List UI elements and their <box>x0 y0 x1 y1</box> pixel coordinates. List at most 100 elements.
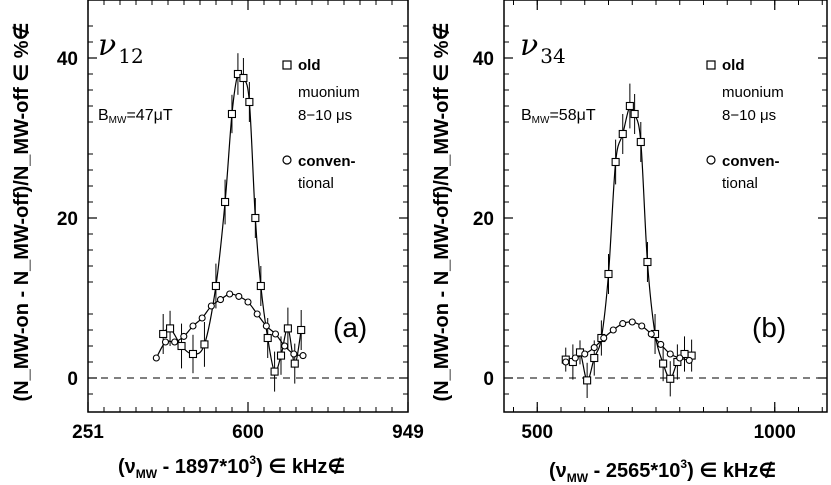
panel-a-xlabel: (νMW - 1897*103) ∈ kHz∉ <box>118 453 345 481</box>
panel-a-ylabel: (N_MW-on - N_MW-off)/N_MW-off ∈ %∉ <box>11 22 33 401</box>
point-circle <box>647 330 655 338</box>
point-square <box>188 349 198 359</box>
point-circle <box>161 338 170 346</box>
point-square <box>245 97 254 107</box>
point-square <box>200 340 209 349</box>
point-square <box>290 359 299 368</box>
panel-b-ylabel: (N_MW-on - N_MW-off)/N_MW-off ∈ %∉ <box>431 22 453 401</box>
y-tick-label-0: 0 <box>67 369 78 390</box>
panel-b-marks <box>561 83 696 398</box>
point-circle <box>253 310 261 318</box>
point-circle <box>628 318 636 326</box>
panel-b-legend-tional: tional <box>722 175 758 192</box>
point-circle <box>590 344 598 352</box>
point-circle <box>262 322 270 330</box>
panel-b-tick-labels: 0 20 40 500 1000 <box>473 49 796 443</box>
point-circle <box>600 334 608 342</box>
panel-a-marks <box>152 53 307 392</box>
y-tick-label-0: 0 <box>483 369 494 390</box>
point-square <box>263 333 272 343</box>
panel-a-legend-square <box>282 60 292 70</box>
panel-b-xlabel: (νMW - 2565*103) ∈ kHz∉ <box>549 457 776 485</box>
point-circle <box>619 320 627 328</box>
panel-b-legend-square <box>706 60 716 70</box>
panel-b-legend-muonium: muonium <box>722 84 784 101</box>
panel-a-tick-labels: 0 20 40 251 600 949 <box>57 49 424 443</box>
point-square <box>256 281 265 291</box>
point-circle <box>244 298 252 306</box>
panel-a-legend-old: old <box>298 57 321 74</box>
point-square <box>270 367 279 376</box>
point-circle <box>685 356 693 364</box>
panel-b-fits <box>565 104 692 382</box>
panel-a-legend-tional: tional <box>298 175 334 192</box>
point-square <box>159 329 168 339</box>
point-square <box>659 359 668 368</box>
point-circle <box>235 292 243 300</box>
point-circle <box>180 332 188 340</box>
panel-b-legend-old: old <box>722 57 745 74</box>
point-square <box>177 341 186 351</box>
point-circle <box>676 354 684 362</box>
point-square <box>221 197 230 207</box>
point-square <box>636 137 645 147</box>
x-tick-label-949: 949 <box>392 422 424 443</box>
panel-b-frame <box>503 0 828 413</box>
y-tick-label-40: 40 <box>473 49 494 70</box>
panel-b-tag: (b) <box>752 312 786 343</box>
point-square <box>630 109 639 119</box>
point-square <box>239 73 248 83</box>
point-circle <box>581 350 589 358</box>
point-circle <box>152 354 160 362</box>
point-circle <box>281 342 289 350</box>
point-square <box>618 129 627 139</box>
panel-b-transition: ν 34 <box>520 28 566 68</box>
point-circle <box>666 350 674 358</box>
panel-b-legend-time: 8−10 μs <box>722 107 776 124</box>
point-square <box>297 325 306 335</box>
panel-a-tag: (a) <box>333 312 367 343</box>
panel-a-legend-muonium: muonium <box>298 84 360 101</box>
y-tick-label-20: 20 <box>473 209 494 230</box>
panel-b: 0 20 40 500 1000 ν 34 BMW=58μT old muonium 8−… <box>431 0 828 485</box>
point-circle <box>638 322 646 330</box>
panel-b-field: BMW=58μT <box>521 107 596 126</box>
point-square <box>583 376 592 385</box>
point-square <box>166 324 175 333</box>
point-circle <box>609 326 617 334</box>
panel-a-field: BMW=47μT <box>98 107 173 126</box>
panel-b-legend-circle <box>706 155 716 165</box>
x-tick-label-500: 500 <box>521 422 553 443</box>
point-square <box>590 353 599 363</box>
panel-a-legend-conven: conven- <box>298 153 356 170</box>
point-square <box>625 101 634 111</box>
point-square <box>611 157 620 167</box>
panel-a-ticks <box>87 0 409 412</box>
point-circle <box>299 352 307 360</box>
point-square <box>643 257 652 267</box>
point-circle <box>189 322 197 330</box>
panel-a-legend: old muonium 8−10 μs conven- tional <box>282 57 360 192</box>
point-circle <box>226 290 234 298</box>
panel-b-legend-conven: conven- <box>722 153 780 170</box>
fit-curve-square <box>565 104 692 382</box>
point-circle <box>171 338 179 346</box>
point-circle <box>571 354 579 362</box>
point-square <box>227 109 237 119</box>
point-circle <box>271 330 280 338</box>
point-square <box>283 324 292 333</box>
point-circle <box>207 302 215 310</box>
point-square <box>276 351 286 360</box>
panel-a: 0 20 40 251 600 949 ν 12 BMW=47μT old muonium … <box>11 0 424 481</box>
panel-a-legend-circle <box>282 155 292 165</box>
point-circle <box>290 350 298 358</box>
panel-a-transition: ν 12 <box>98 28 144 68</box>
point-square <box>211 281 220 291</box>
y-tick-label-40: 40 <box>57 49 78 70</box>
x-tick-label-600: 600 <box>232 422 264 443</box>
x-tick-label-251: 251 <box>72 422 104 443</box>
point-square <box>604 269 613 279</box>
y-tick-label-20: 20 <box>57 209 78 230</box>
point-circle <box>562 358 570 366</box>
point-circle <box>216 296 225 304</box>
